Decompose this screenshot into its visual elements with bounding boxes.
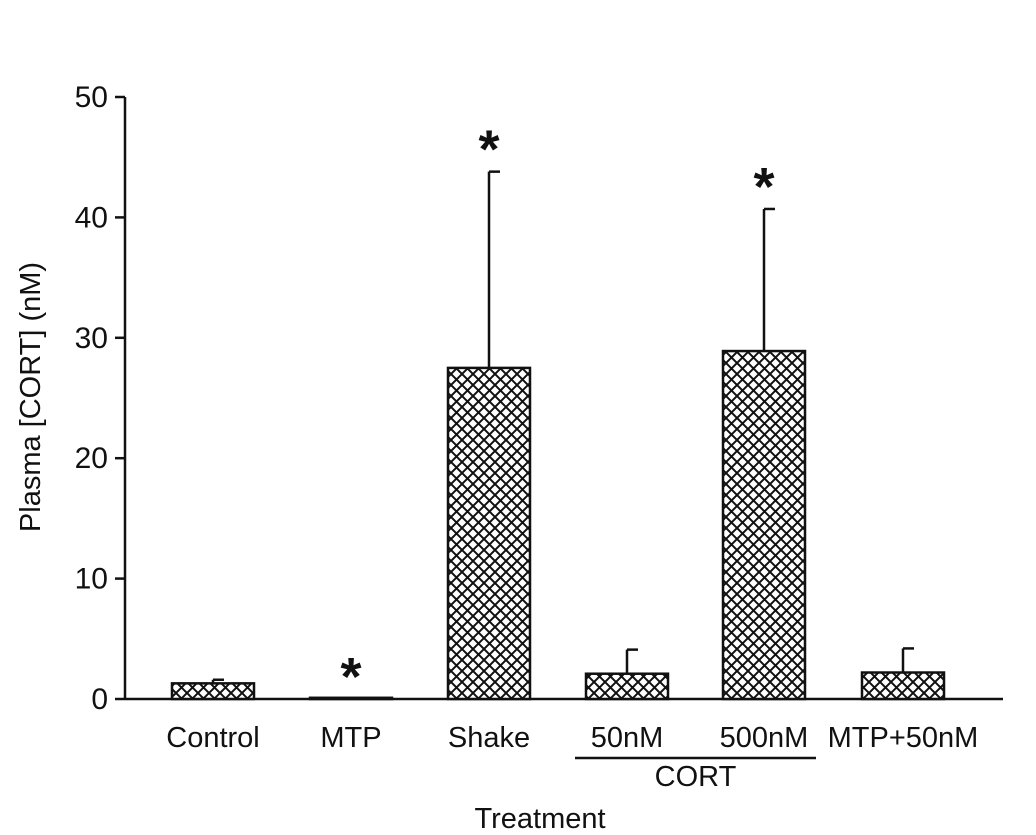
bar [308,696,394,701]
significance-star: * [340,647,361,707]
x-tick-label: 50nM [591,722,664,754]
bar [170,682,256,701]
group-label: CORT [655,761,737,793]
y-tick-label: 20 [75,442,108,475]
y-tick-label: 0 [91,683,108,716]
y-tick-label: 10 [75,563,108,596]
x-tick-label: Control [166,722,260,754]
y-axis-title: Plasma [CORT] (nM) [15,262,47,532]
bar [721,349,807,701]
x-tick-label: MTP+50nM [828,722,979,754]
bar [446,366,532,701]
x-axis-title: Treatment [474,803,605,835]
significance-star: * [753,157,774,217]
bar [584,672,670,701]
significance-star: * [478,120,499,180]
y-tick-label: 50 [75,81,108,114]
bars [170,170,946,701]
x-tick-label: MTP [320,722,381,754]
y-tick-label: 30 [75,322,108,355]
x-tick-label: 500nM [720,722,809,754]
x-tick-label: Shake [448,722,530,754]
bar [860,671,946,701]
y-tick-label: 40 [75,201,108,234]
axes: 0 10 20 30 40 50 [75,81,1003,716]
labels: Control MTP * Shake * 50nM 500nM * MTP+50nM CORT [166,120,978,793]
